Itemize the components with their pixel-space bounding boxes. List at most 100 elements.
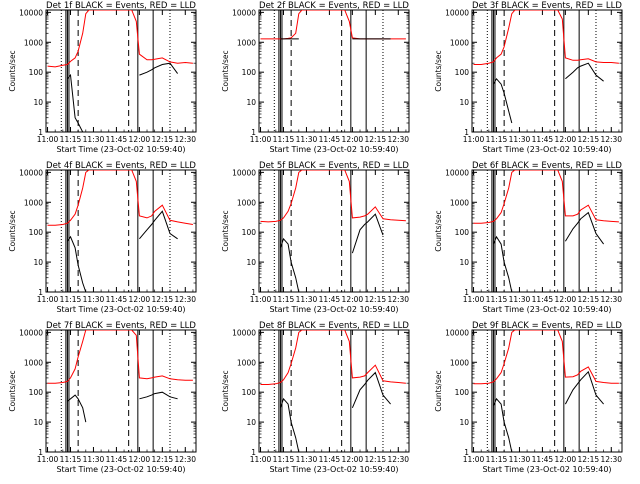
panel-title: Det 7f BLACK = Events, RED = LLD (46, 321, 196, 331)
x-axis-label: Start Time (23-Oct-02 10:59:40) (56, 145, 185, 154)
y-tick-label: 10 (459, 418, 469, 427)
panel-title: Det 2f BLACK = Events, RED = LLD (259, 1, 409, 11)
series-line-events (67, 62, 179, 132)
x-tick-label: 12:00 (555, 455, 577, 464)
x-tick-label: 12:00 (342, 135, 364, 144)
panel-title: Det 5f BLACK = Events, RED = LLD (259, 161, 409, 171)
y-tick-label: 1 (464, 288, 469, 297)
y-axis-label: Counts/sec (221, 50, 230, 91)
series-line-lld (473, 10, 619, 65)
y-tick-label: 100 (455, 388, 470, 397)
x-tick-label: 11:45 (319, 295, 341, 304)
y-tick-label: 10000 (19, 328, 43, 337)
y-axis-label: Counts/sec (8, 370, 17, 411)
x-tick-label: 12:00 (129, 295, 151, 304)
y-tick-label: 1000 (450, 38, 469, 47)
y-tick-label: 1 (38, 288, 43, 297)
series-line-events (279, 371, 391, 452)
x-tick-label: 11:45 (532, 455, 554, 464)
x-axis-label: Start Time (23-Oct-02 10:59:40) (56, 305, 185, 314)
x-tick-label: 12:15 (578, 135, 600, 144)
panel-title: Det 3f BLACK = Events, RED = LLD (472, 1, 622, 11)
x-tick-label: 12:30 (387, 295, 409, 304)
x-tick-label: 11:30 (296, 455, 318, 464)
series-line-lld (473, 170, 619, 224)
y-tick-label: 1000 (237, 38, 256, 47)
x-tick-label: 12:00 (555, 135, 577, 144)
x-tick-label: 11:15 (273, 135, 295, 144)
y-tick-label: 1000 (24, 38, 43, 47)
series-line-lld (260, 330, 406, 385)
panel-title: Det 8f BLACK = Events, RED = LLD (259, 321, 409, 331)
x-tick-label: 12:30 (600, 295, 622, 304)
x-tick-label: 12:15 (365, 295, 387, 304)
series-line-events (279, 213, 384, 292)
y-tick-label: 100 (29, 68, 44, 77)
detector-panel-4: Det 4f BLACK = Events, RED = LLD 1 10 100 10… (8, 161, 197, 314)
x-tick-label: 12:15 (578, 455, 600, 464)
x-tick-label: 11:45 (532, 295, 554, 304)
x-tick-label: 11:15 (60, 455, 82, 464)
y-tick-label: 1 (464, 128, 469, 137)
y-tick-label: 10 (33, 98, 43, 107)
y-tick-label: 10 (246, 418, 256, 427)
detector-panel-5: Det 5f BLACK = Events, RED = LLD 1 10 100 10… (221, 161, 410, 314)
x-tick-label: 12:30 (600, 135, 622, 144)
x-tick-label: 11:15 (273, 295, 295, 304)
series-line-events (66, 210, 178, 292)
x-tick-label: 11:00 (37, 455, 59, 464)
y-tick-label: 1 (38, 448, 43, 457)
y-tick-label: 1 (38, 128, 43, 137)
y-tick-label: 1000 (450, 198, 469, 207)
y-tick-label: 10 (459, 258, 469, 267)
y-tick-label: 10 (459, 98, 469, 107)
x-tick-label: 12:30 (387, 135, 409, 144)
series-line-events (67, 391, 178, 423)
detector-panel-9: Det 9f BLACK = Events, RED = LLD 1 10 100 10… (434, 321, 623, 474)
y-tick-label: 1000 (24, 358, 43, 367)
y-tick-label: 100 (29, 388, 44, 397)
y-tick-label: 10000 (445, 328, 469, 337)
x-tick-label: 11:30 (83, 455, 105, 464)
y-axis-label: Counts/sec (434, 370, 443, 411)
series-line-lld (47, 330, 193, 384)
y-tick-label: 10000 (19, 8, 43, 17)
x-tick-label: 12:30 (387, 455, 409, 464)
y-tick-label: 10000 (445, 168, 469, 177)
x-tick-label: 12:15 (152, 295, 174, 304)
x-tick-label: 12:30 (174, 135, 196, 144)
x-axis-label: Start Time (23-Oct-02 10:59:40) (482, 145, 611, 154)
y-tick-label: 10000 (232, 8, 256, 17)
x-tick-label: 11:00 (463, 295, 485, 304)
x-tick-label: 12:30 (174, 455, 196, 464)
x-tick-label: 12:15 (152, 135, 174, 144)
x-tick-label: 11:15 (60, 295, 82, 304)
series-line-lld (47, 170, 193, 226)
x-tick-label: 11:15 (486, 135, 508, 144)
series-line-lld (47, 10, 193, 68)
y-axis-label: Counts/sec (434, 50, 443, 91)
x-axis-label: Start Time (23-Oct-02 10:59:40) (269, 465, 398, 474)
panel-title: Det 1f BLACK = Events, RED = LLD (46, 1, 196, 11)
y-tick-label: 10 (33, 418, 43, 427)
x-tick-label: 12:00 (129, 135, 151, 144)
x-tick-label: 11:30 (509, 455, 531, 464)
x-tick-label: 12:15 (578, 295, 600, 304)
x-tick-label: 11:00 (463, 455, 485, 464)
y-axis-label: Counts/sec (221, 370, 230, 411)
x-tick-label: 11:45 (319, 135, 341, 144)
x-tick-label: 11:45 (106, 135, 128, 144)
y-axis-label: Counts/sec (8, 50, 17, 91)
x-tick-label: 11:00 (250, 135, 272, 144)
x-axis-label: Start Time (23-Oct-02 10:59:40) (269, 145, 398, 154)
y-tick-label: 1000 (237, 198, 256, 207)
x-tick-label: 11:45 (532, 135, 554, 144)
y-tick-label: 100 (242, 228, 257, 237)
y-tick-label: 100 (29, 228, 44, 237)
x-tick-label: 12:00 (129, 455, 151, 464)
y-tick-label: 1 (251, 128, 256, 137)
y-tick-label: 10000 (445, 8, 469, 17)
detector-panel-1: Det 1f BLACK = Events, RED = LLD 1 10 100 10… (8, 1, 197, 154)
x-tick-label: 11:00 (37, 135, 59, 144)
